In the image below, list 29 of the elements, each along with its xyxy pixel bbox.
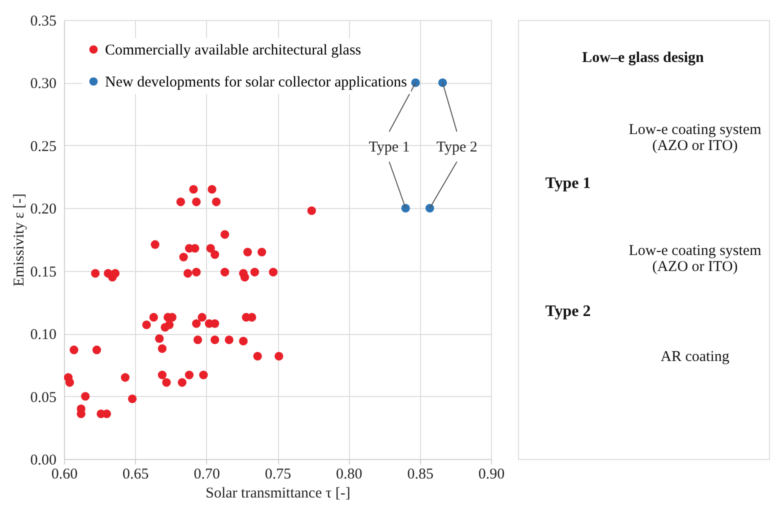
x-tick-label: 0.60	[51, 466, 78, 482]
y-tick-label: 0.15	[30, 264, 56, 280]
text: Low-e coating system	[628, 122, 762, 138]
legend-label: Commercially available architectural glass	[105, 42, 362, 58]
text: Type 1	[545, 175, 591, 192]
text: (AZO or ITO)	[652, 259, 738, 275]
y-tick-label: 0.25	[30, 138, 56, 155]
legend-label: New developments for solar collector applications	[105, 74, 408, 90]
text: Low–e glass design	[582, 50, 704, 66]
x-tick-label: 0.85	[407, 466, 434, 482]
x-tick-label: 0.70	[194, 466, 220, 482]
x-tick-label: 0.65	[122, 466, 149, 482]
x-axis-title: Solar transmittance τ [-]	[206, 486, 350, 502]
y-tick-label: 0.05	[30, 390, 56, 406]
y-tick-label: 0.30	[30, 76, 56, 92]
text: AR coating	[660, 349, 730, 365]
x-tick-label: 0.75	[264, 466, 292, 482]
y-axis-title: Emissivity ε [-]	[11, 194, 28, 286]
y-tick-label: 0.35	[30, 14, 56, 30]
annotation: Type 1	[368, 140, 410, 156]
y-tick-label: 0.20	[30, 202, 56, 218]
annotation: Type 2	[436, 140, 478, 156]
text: (AZO or ITO)	[652, 138, 738, 154]
y-tick-label: 0.00	[30, 452, 56, 468]
y-tick-label: 0.10	[30, 327, 56, 344]
text: Low-e coating system	[628, 243, 762, 259]
x-tick-label: 0.90	[478, 466, 505, 482]
x-tick-label: 0.80	[336, 466, 362, 482]
text: Type 2	[545, 303, 591, 320]
